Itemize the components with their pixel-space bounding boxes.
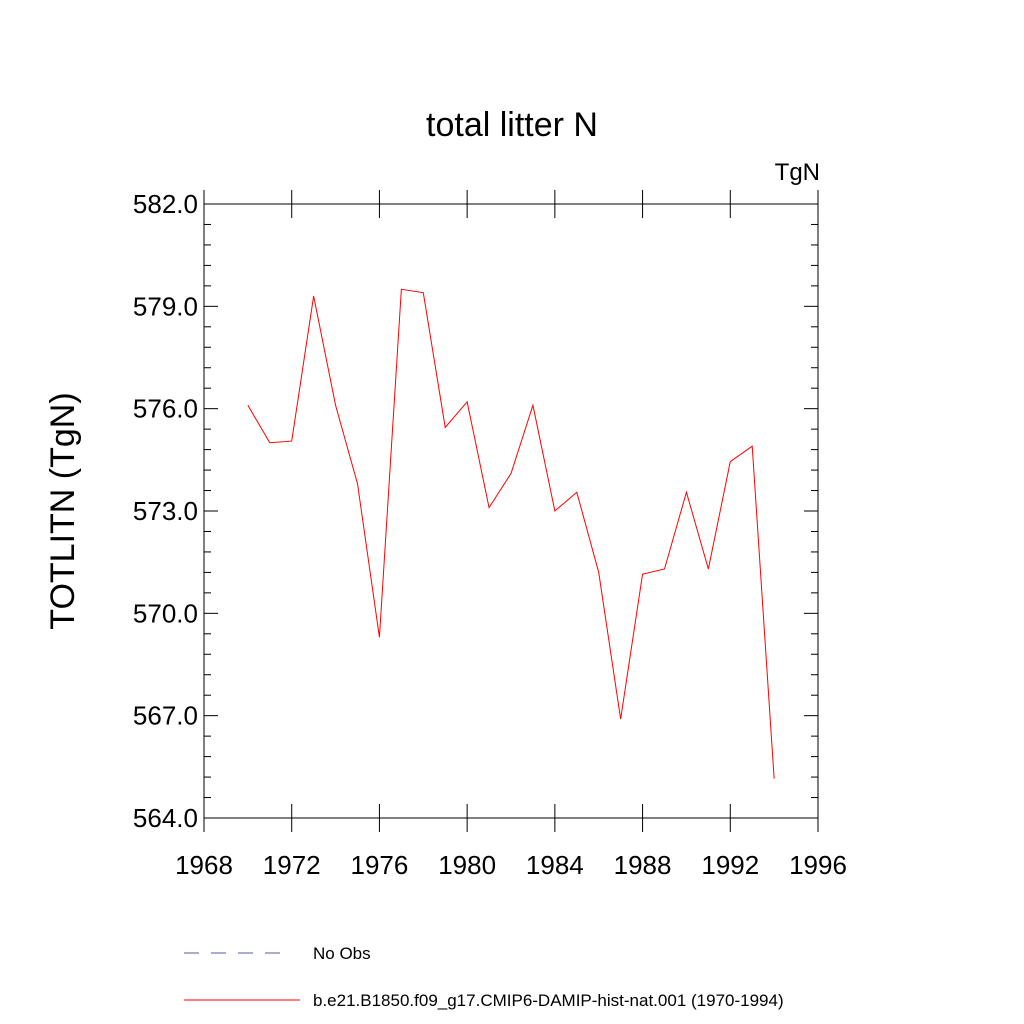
chart-title: total litter N — [426, 106, 598, 144]
plot-frame — [203, 203, 819, 819]
x-tick-label: 1976 — [351, 850, 409, 880]
x-tick-label: 1988 — [614, 850, 672, 880]
y-tick-label: 576.0 — [133, 394, 198, 424]
y-tick-label: 582.0 — [133, 189, 198, 219]
series-layer — [247, 288, 775, 779]
x-tick-label: 1992 — [701, 850, 759, 880]
y-tick-label: 579.0 — [133, 291, 198, 321]
units-label: TgN — [775, 159, 820, 186]
x-tick-label: 1972 — [263, 850, 321, 880]
x-tick-label: 1968 — [175, 850, 233, 880]
x-tick-label: 1984 — [526, 850, 584, 880]
y-tick-labels: 564.0 567.0 570.0 573.0 576.0 579.0 582.0 — [133, 189, 198, 833]
legend-label-no-obs: No Obs — [313, 944, 371, 963]
y-tick-label: 573.0 — [133, 496, 198, 526]
x-tick-labels: 1968 1972 1976 1980 1984 1988 1992 1996 — [175, 850, 847, 880]
legend: No Obs b.e21.B1850.f09_g17.CMIP6-DAMIP-h… — [184, 944, 784, 1010]
y-tick-label: 564.0 — [133, 803, 198, 833]
y-tick-label: 567.0 — [133, 701, 198, 731]
axis-ticks — [203, 190, 819, 832]
x-tick-label: 1980 — [438, 850, 496, 880]
y-tick-label: 570.0 — [133, 598, 198, 628]
x-tick-label: 1996 — [789, 850, 847, 880]
series-line — [247, 288, 775, 779]
y-axis-label: TOTLITN (TgN) — [44, 392, 82, 629]
legend-label-model: b.e21.B1850.f09_g17.CMIP6-DAMIP-hist-nat… — [313, 991, 784, 1010]
